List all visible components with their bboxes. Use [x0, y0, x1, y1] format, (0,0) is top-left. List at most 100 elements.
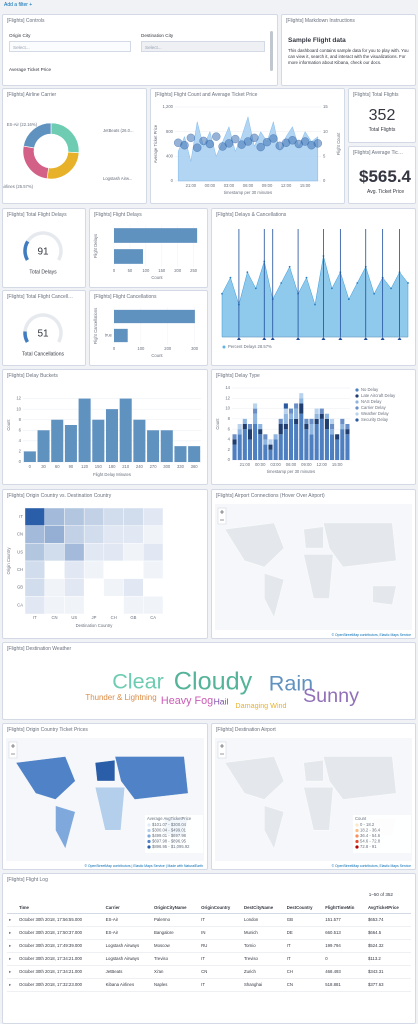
panel-title: [Flights] Total Flights: [353, 92, 399, 98]
x-tick-label: 21:00: [186, 183, 197, 188]
expand-toggle[interactable]: ▸: [7, 913, 17, 927]
column-header[interactable]: FlightTimeMin: [323, 902, 366, 914]
heat-cell: [24, 543, 45, 562]
bar-segment: [273, 434, 278, 440]
expand-toggle[interactable]: ▸: [7, 978, 17, 992]
x-tick-label: 200: [174, 268, 182, 273]
column-header[interactable]: AvgTicketPrice: [365, 902, 411, 914]
cancellation-marker: [321, 337, 326, 340]
zoom-control[interactable]: [217, 741, 227, 759]
table-cell: October 30th 2018, 17:56:55.000: [17, 913, 104, 927]
bar-segment: [309, 424, 314, 435]
panel: [Flights] Delay Buckets 0 2 4 6 8 10 12 0 30 60 90 1…: [2, 369, 208, 485]
bar-segment: [247, 439, 253, 460]
zoom-control[interactable]: [8, 741, 18, 759]
heat-cell: [44, 578, 65, 597]
dest-select[interactable]: Select...: [141, 41, 265, 52]
heat-cell: [123, 560, 144, 579]
bar-segment: [258, 434, 263, 460]
expand-col: [7, 902, 17, 914]
heat-cell: [103, 578, 124, 597]
y-tick-label: 12: [225, 395, 230, 400]
y-tick-label: 14: [225, 385, 230, 390]
map-land: [94, 787, 126, 831]
expand-toggle[interactable]: ▸: [7, 965, 17, 979]
heat-cell: [24, 578, 45, 597]
y-tick-label: 5: [323, 153, 326, 158]
table-row: ▸ October 30th 2018, 17:34:21.000 JetBeats…: [7, 965, 411, 979]
x-tick-label: 60: [55, 464, 60, 469]
bubble: [243, 137, 253, 146]
legend-label: 54.6 - 72.8: [360, 839, 381, 844]
bar-segment: [268, 449, 273, 460]
column-header[interactable]: DestCountry: [284, 902, 324, 914]
map-land: [55, 805, 76, 850]
map-attribution: © OpenStreetMap contributors | Elastic M…: [85, 864, 204, 868]
bar: [114, 309, 195, 324]
panel-title: [Flights] Flight Delays: [94, 212, 142, 218]
table-cell: $377.63: [365, 978, 411, 992]
legend-label: 72.8 - 91: [360, 844, 377, 849]
bar: [147, 430, 160, 462]
expand-toggle[interactable]: ▸: [7, 939, 17, 953]
bar-segment: [299, 393, 304, 399]
axis-title: Origin Country: [6, 547, 11, 575]
map-land: [303, 554, 334, 599]
zoom-icons: [11, 744, 15, 755]
bar-segment: [278, 424, 283, 435]
table-cell: IT: [284, 939, 324, 953]
map-land: [15, 756, 76, 800]
table-cell: October 30th 2018, 17:34:21.000: [17, 952, 104, 966]
bar: [133, 419, 146, 462]
column-header[interactable]: OriginCityName: [152, 902, 200, 914]
dest-label: Destination City: [141, 33, 174, 38]
heat-cell: [64, 578, 85, 597]
word: Heavy Fog: [161, 695, 213, 707]
add-filter[interactable]: Add a filter +: [4, 2, 33, 8]
table-row: ▸ October 30th 2018, 17:50:37.000 ES-Air Ba…: [7, 926, 411, 940]
panel-title: [Flights] Average Ticket Price: [353, 150, 405, 156]
x-tick-label: 360: [191, 464, 199, 469]
legend-box: [145, 815, 203, 853]
bar-segment: [304, 424, 309, 430]
column-header[interactable]: Carrier: [103, 902, 153, 914]
bar-segment: [319, 413, 324, 419]
heat-cell: [143, 560, 164, 579]
x-tick-label: 180: [109, 464, 117, 469]
metric-label: Avg. Ticket Price: [367, 189, 405, 195]
legend-swatch: [355, 845, 359, 849]
point: [331, 287, 333, 290]
table-cell: 660.513: [323, 926, 366, 940]
y-tick-label: 800: [166, 129, 174, 134]
heat-cell: [44, 525, 65, 544]
origin-select[interactable]: Select...: [9, 41, 131, 52]
column-header[interactable]: Time: [17, 902, 104, 914]
panel: [Flights] Delays & Cancellations Percent …: [211, 208, 416, 366]
expand-toggle[interactable]: ▸: [7, 952, 17, 966]
bar-segment: [299, 398, 304, 404]
bar-segment: [278, 418, 283, 424]
panel-body: 91 Total Delays: [23, 231, 63, 275]
heat-cell: [103, 507, 124, 526]
x-tick-label: 09:00: [262, 183, 273, 188]
bar: [64, 425, 77, 462]
heat-cell: [24, 507, 45, 526]
panel-title: [Flights] Airport Connections (Hover Ove…: [216, 493, 325, 499]
x-tick-label: 100: [137, 346, 145, 351]
y-tick-label: 12: [16, 396, 21, 401]
heat-cell: [44, 543, 65, 562]
bar-segment: [268, 439, 273, 445]
zoom-control[interactable]: [217, 507, 227, 525]
heat-cell: [44, 596, 65, 615]
column-header[interactable]: DestCityName: [241, 902, 285, 914]
legend-label: $300.04 - $499.01: [152, 828, 187, 833]
x-tick-label: 0: [113, 346, 116, 351]
table-cell: $113.2: [365, 952, 411, 966]
column-header[interactable]: OriginCountry: [199, 902, 242, 914]
y-tick-label: 0: [171, 178, 174, 183]
bubble: [186, 133, 196, 142]
point: [373, 292, 376, 295]
panel: [Flights] Destination Weather Cloudy Clear…: [2, 642, 416, 720]
panel: [Flights] Flight Cancellations 0 100 200 300…: [89, 290, 208, 366]
expand-toggle[interactable]: ▸: [7, 926, 17, 940]
